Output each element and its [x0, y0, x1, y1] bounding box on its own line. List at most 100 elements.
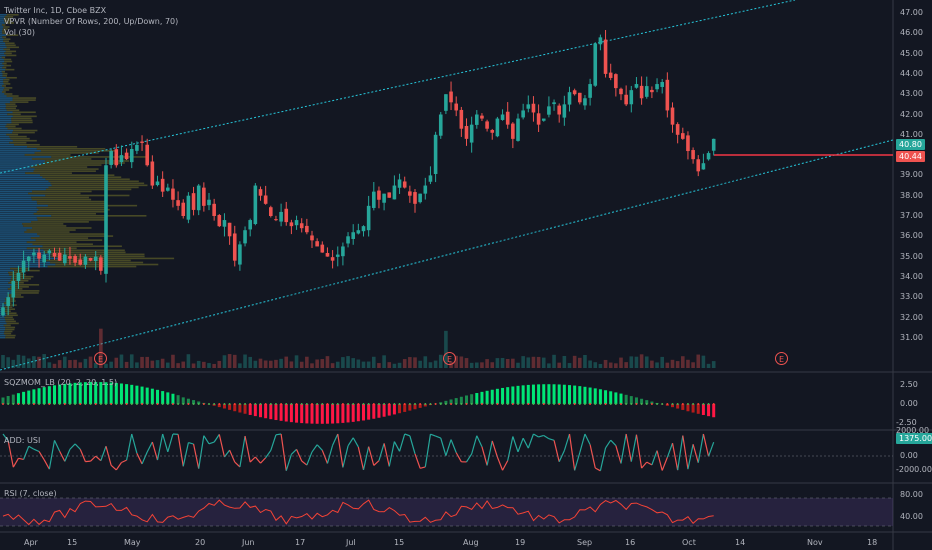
volume-bar — [191, 363, 196, 368]
candle-body — [526, 104, 531, 109]
add-line-segment — [90, 455, 97, 462]
sqz-dot — [254, 403, 257, 405]
vpvr-down-bar — [2, 81, 9, 83]
volume-bar — [320, 359, 325, 368]
sqz-bar — [691, 404, 695, 413]
vpvr-up-bar — [0, 22, 5, 24]
candle-body — [696, 159, 701, 172]
candle-body — [119, 155, 124, 163]
vpvr-down-bar — [36, 217, 106, 219]
vpvr-down-bar — [12, 115, 37, 118]
sqz-dot — [583, 403, 586, 405]
vpvr-up-bar — [0, 97, 13, 99]
vpvr-down-bar — [3, 89, 10, 91]
sqz-bar — [377, 404, 381, 418]
vpvr-down-bar — [3, 40, 10, 43]
candle-body — [691, 150, 695, 160]
volume-bar — [299, 361, 304, 368]
sqz-dot — [110, 403, 113, 405]
vpvr-up-bar — [0, 196, 32, 199]
vpvr-up-bar — [0, 306, 5, 308]
candle-body — [186, 195, 191, 220]
price-axis-label: 37.00 — [900, 211, 923, 220]
add-line-segment — [661, 457, 668, 471]
volume-bar — [433, 360, 438, 368]
add-line-segment — [687, 444, 694, 470]
sqz-legend[interactable]: SQZMOM_LB (20, 2, 20, 1.5) — [4, 378, 118, 387]
vpvr-down-bar — [2, 72, 8, 75]
vpvr-up-bar — [0, 93, 5, 95]
add-line-segment — [373, 460, 380, 466]
sqz-bar — [264, 404, 268, 419]
vpvr-up-bar — [0, 48, 4, 51]
vpvr-up-bar — [0, 145, 28, 148]
sqz-dot — [383, 403, 386, 405]
sqz-dot — [300, 403, 303, 405]
vpvr-down-bar — [36, 206, 106, 209]
vpvr-up-bar — [0, 235, 40, 237]
add-line-segment — [507, 436, 514, 461]
add-line-segment — [357, 446, 365, 471]
add-line-segment — [630, 434, 638, 462]
candle-body — [397, 179, 402, 188]
candle-body — [418, 193, 422, 203]
volume-bar — [16, 354, 21, 368]
add-line-segment — [707, 441, 715, 457]
add-line-segment — [486, 440, 493, 466]
sqz-dot — [542, 403, 545, 405]
sqz-bar — [228, 404, 232, 410]
vpvr-up-bar — [0, 198, 32, 201]
add-line-segment — [301, 460, 308, 466]
vpvr-legend[interactable]: VPVR (Number Of Rows, 200, Up/Down, 70) — [4, 17, 179, 26]
sqz-bar — [104, 382, 108, 404]
sqz-bar — [222, 404, 226, 409]
candle-body — [624, 94, 628, 105]
vpvr-down-bar — [45, 194, 130, 197]
vpvr-down-bar — [33, 212, 96, 215]
sqz-dot — [233, 403, 236, 405]
volume-bar — [335, 361, 340, 368]
vpvr-down-bar — [2, 91, 6, 93]
add-legend[interactable]: ADD: USI — [4, 436, 41, 445]
vpvr-up-bar — [0, 294, 8, 296]
vpvr-down-bar — [11, 121, 33, 124]
sqz-dot — [475, 403, 478, 405]
add-line-segment — [671, 443, 679, 471]
candle-body — [294, 220, 299, 226]
sqz-bar — [336, 404, 340, 424]
vpvr-down-bar — [31, 196, 89, 199]
add-line-segment — [543, 434, 550, 440]
sqz-bar — [341, 404, 345, 423]
sqz-dot — [311, 403, 313, 405]
sqz-bar — [284, 404, 288, 422]
candle-body — [299, 223, 304, 229]
vpvr-up-bar — [0, 292, 14, 294]
earnings-marker-3[interactable]: E — [775, 352, 788, 365]
earnings-marker-1[interactable]: E — [94, 352, 107, 365]
earnings-marker-2[interactable]: E — [443, 352, 456, 365]
vpvr-down-bar — [51, 215, 147, 217]
sqz-bar — [356, 404, 360, 422]
candle-body — [711, 138, 716, 151]
vpvr-down-bar — [5, 336, 15, 339]
candle-body — [32, 252, 36, 256]
add-line-segment — [265, 450, 272, 459]
volume-bar — [681, 356, 685, 368]
vpvr-up-bar — [0, 302, 5, 304]
candle-body — [619, 88, 623, 95]
candle-body — [660, 82, 664, 87]
vol-legend[interactable]: Vol (30) — [4, 28, 35, 37]
sqz-bar — [609, 391, 613, 404]
candle-body — [459, 109, 464, 129]
add-line-segment — [496, 456, 504, 471]
candle-body — [263, 195, 268, 204]
symbol-legend[interactable]: Twitter Inc, 1D, Cboe BZX — [4, 6, 107, 15]
vpvr-down-bar — [10, 267, 29, 270]
vpvr-up-bar — [0, 212, 34, 215]
vpvr-up-bar — [0, 24, 2, 26]
rsi-legend[interactable]: RSI (7, close) — [4, 489, 57, 498]
volume-bar — [207, 363, 211, 368]
add-line-segment — [352, 437, 359, 448]
sqz-dot — [645, 403, 648, 405]
